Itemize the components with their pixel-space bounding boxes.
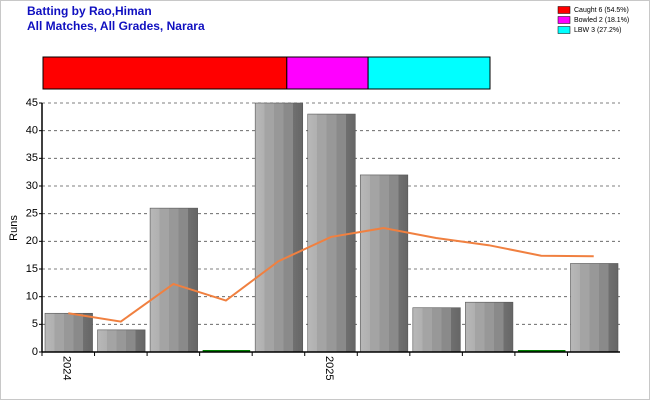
bar <box>254 102 304 353</box>
y-tick-label: 15 <box>26 263 38 275</box>
y-tick-label: 35 <box>26 152 38 164</box>
bar <box>44 312 93 353</box>
y-tick-label: 0 <box>32 346 38 358</box>
bar <box>359 174 409 353</box>
y-tick-label: 40 <box>26 125 38 137</box>
average-line <box>68 227 594 323</box>
bar <box>465 301 514 353</box>
y-tick-label: 25 <box>26 208 38 220</box>
legend-swatch <box>557 16 571 24</box>
chart-subtitle: All Matches, All Grades, Narara <box>27 19 205 33</box>
dismissal-segment <box>286 56 369 90</box>
y-tick-label: 30 <box>26 180 38 192</box>
bar <box>412 307 461 353</box>
chart-title: Batting by Rao,Himan <box>27 4 152 18</box>
y-axis-label: Runs <box>8 215 20 241</box>
legend-label: Caught 6 (54.5%) <box>574 7 629 14</box>
dismissal-segment <box>367 56 491 90</box>
bar <box>149 207 198 353</box>
bar <box>97 329 146 353</box>
bar <box>570 263 619 353</box>
y-tick-label: 10 <box>26 291 38 303</box>
legend-swatch <box>557 26 571 34</box>
legend-label: Bowled 2 (18.1%) <box>574 17 629 24</box>
legend-swatch <box>557 6 571 14</box>
dismissal-segment <box>42 56 288 90</box>
y-tick-label: 20 <box>26 235 38 247</box>
legend-label: LBW 3 (27.2%) <box>574 27 621 34</box>
x-tick-label: 2025 <box>323 356 335 380</box>
bar <box>202 350 251 352</box>
y-tick-label: 5 <box>32 318 38 330</box>
y-tick-label: 45 <box>26 97 38 109</box>
bar <box>517 350 566 352</box>
x-tick-label: 2024 <box>60 356 72 380</box>
